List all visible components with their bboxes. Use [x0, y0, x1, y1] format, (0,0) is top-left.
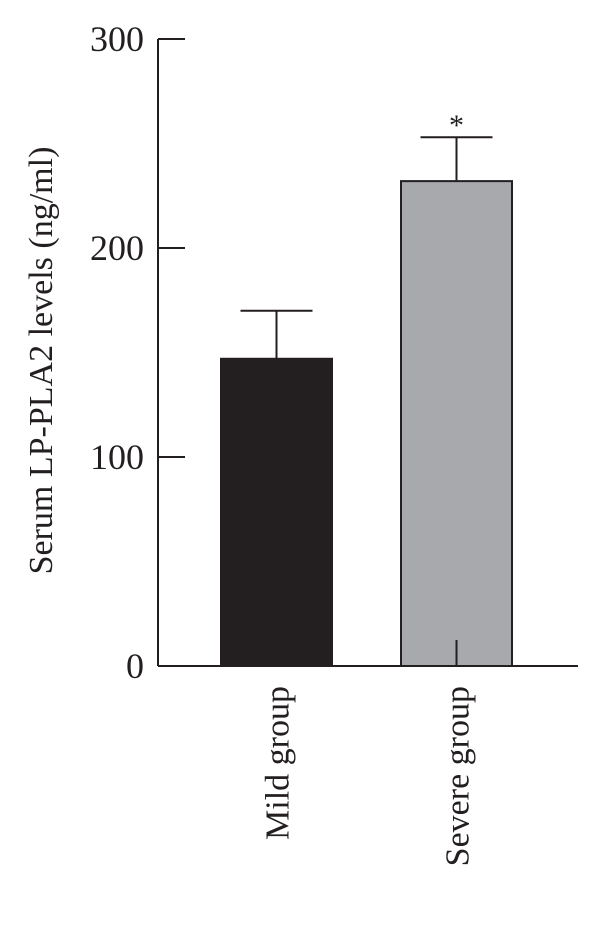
error-bars — [240, 136, 493, 666]
y-tick-label: 0 — [126, 646, 144, 686]
y-axis-title: Serum LP-PLA2 levels (ng/ml) — [23, 147, 60, 575]
significance-asterisk: * — [449, 109, 464, 142]
y-axis-ticks: 0 100 200 300 — [90, 19, 185, 686]
x-axis-category-labels: Mild group Severe group — [260, 686, 477, 866]
x-category-label: Mild group — [260, 686, 297, 840]
bar-severe-group — [400, 180, 513, 667]
x-category-label: Severe group — [440, 686, 477, 866]
annotations: * — [449, 109, 464, 142]
y-tick-label: 300 — [90, 19, 144, 59]
y-tick-label: 100 — [90, 437, 144, 477]
bars — [220, 180, 513, 667]
y-tick-label: 200 — [90, 228, 144, 268]
bar-mild-group — [220, 357, 333, 667]
